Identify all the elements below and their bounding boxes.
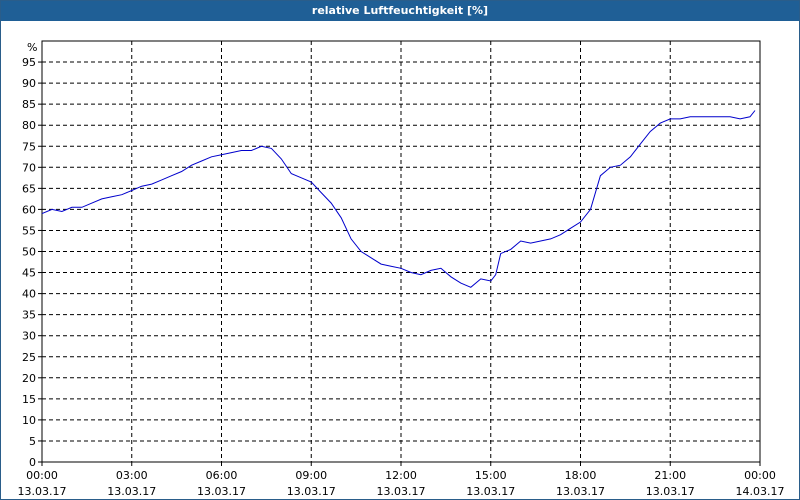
humidity-series-line (41, 110, 756, 288)
x-tick-time-label: 00:00 (744, 469, 776, 482)
y-tick-label: 70 (22, 161, 36, 174)
x-tick-date-label: 13.03.17 (646, 485, 695, 498)
y-tick-label: 5 (29, 435, 36, 448)
y-tick-label: 60 (22, 203, 36, 216)
y-tick-label: 85 (22, 98, 36, 111)
x-tick-time-label: 18:00 (565, 469, 597, 482)
y-tick-label: 0 (29, 456, 36, 469)
chart-title: relative Luftfeuchtigkeit [%] (1, 1, 799, 21)
y-tick-label: 45 (22, 267, 36, 280)
x-tick-date-label: 13.03.17 (197, 485, 246, 498)
x-tick-date-label: 13.03.17 (466, 485, 515, 498)
x-tick-date-label: 13.03.17 (18, 485, 67, 498)
x-tick-time-label: 06:00 (206, 469, 238, 482)
x-tick-date-label: 14.03.17 (736, 485, 785, 498)
series-layer (41, 110, 756, 288)
x-tick-time-label: 09:00 (295, 469, 327, 482)
y-tick-label: 50 (22, 246, 36, 259)
y-tick-label: 65 (22, 182, 36, 195)
x-tick-date-label: 13.03.17 (107, 485, 156, 498)
y-axis-label: % (27, 41, 37, 54)
y-tick-label: 55 (22, 224, 36, 237)
y-tick-label: 90 (22, 77, 36, 90)
humidity-chart: 0 5 10 15 20 25 30 35 40 45 50 55 60 65 70 75 80 85 90 95 0… (18, 40, 785, 498)
y-tick-label: 30 (22, 330, 36, 343)
x-tick-time-label: 15:00 (475, 469, 507, 482)
y-tick-label: 25 (22, 351, 36, 364)
y-tick-label: 35 (22, 309, 36, 322)
y-tick-label: 80 (22, 119, 36, 132)
y-tick-label: 20 (22, 372, 36, 385)
x-tick-time-label: 21:00 (654, 469, 686, 482)
y-tick-label: 40 (22, 288, 36, 301)
x-tick-date-label: 13.03.17 (377, 485, 426, 498)
x-tick-date-label: 13.03.17 (287, 485, 336, 498)
y-tick-label: 10 (22, 414, 36, 427)
y-tick-label: 15 (22, 393, 36, 406)
y-tick-label: 95 (22, 56, 36, 69)
x-tick-date-label: 13.03.17 (556, 485, 605, 498)
x-axis-ticks: 00:00 13.03.17 03:00 13.03.17 06:00 13.03.17 0… (18, 462, 785, 498)
x-tick-time-label: 12:00 (385, 469, 417, 482)
x-tick-time-label: 00:00 (26, 469, 58, 482)
x-tick-time-label: 03:00 (116, 469, 148, 482)
y-tick-label: 75 (22, 140, 36, 153)
y-axis-ticks: 0 5 10 15 20 25 30 35 40 45 50 55 60 65 70 75 80 85 90 95 (22, 56, 42, 469)
grid (42, 41, 760, 462)
